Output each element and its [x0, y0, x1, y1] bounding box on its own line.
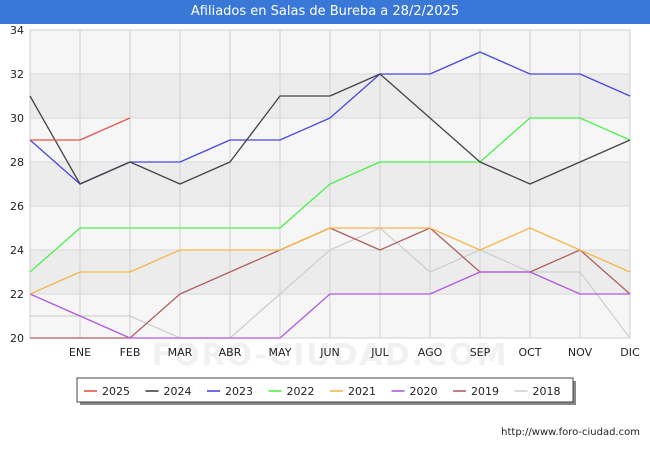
y-tick-label: 32 [10, 68, 24, 81]
legend-label-2021: 2021 [348, 385, 376, 398]
legend-label-2019: 2019 [471, 385, 499, 398]
x-tick-label: MAR [168, 346, 193, 359]
legend-label-2020: 2020 [410, 385, 438, 398]
legend-label-2022: 2022 [287, 385, 315, 398]
x-tick-label: JUL [370, 346, 389, 359]
series-group [29, 51, 631, 339]
x-tick-label: MAY [269, 346, 292, 359]
y-tick-label: 24 [10, 244, 24, 257]
source-link[interactable]: http://www.foro-ciudad.com [501, 427, 640, 438]
series-line-2025 [30, 117, 131, 141]
x-tick-label: NOV [568, 346, 593, 359]
series-line-2021 [29, 227, 631, 295]
plot-frame [29, 29, 631, 339]
x-tick-label: JUN [319, 346, 340, 359]
series-line-2022 [29, 117, 631, 273]
y-tick-label: 22 [10, 288, 24, 301]
x-tick-label: AGO [418, 346, 443, 359]
watermark: FORO-CIUDAD.COM [152, 338, 509, 373]
x-tick-label: OCT [518, 346, 541, 359]
legend-label-2018: 2018 [533, 385, 561, 398]
x-tick-label: DIC [620, 346, 640, 359]
legend: 2025 2024 2023 2022 2021 2020 2019 2018 [76, 377, 576, 405]
legend-label-2023: 2023 [225, 385, 253, 398]
legend-box [76, 377, 574, 403]
y-tick-label: 26 [10, 200, 24, 213]
y-tick-label: 30 [10, 112, 24, 125]
y-tick-label: 28 [10, 156, 24, 169]
x-axis-ticks: ENE FEB MAR ABR MAY JUN JUL AGO SEP OCT NOV DIC [69, 346, 640, 359]
series-line-2024 [29, 73, 631, 185]
y-axis-ticks: 20 22 24 26 28 30 32 34 [10, 24, 24, 345]
x-tick-label: ENE [69, 346, 91, 359]
legend-label-2025: 2025 [102, 385, 130, 398]
x-tick-label: FEB [120, 346, 141, 359]
y-tick-label: 34 [10, 24, 24, 37]
legend-label-2024: 2024 [164, 385, 192, 398]
x-tick-label: ABR [219, 346, 242, 359]
x-tick-label: SEP [470, 346, 491, 359]
chart-title: Afiliados en Salas de Bureba a 28/2/2025 [0, 0, 650, 24]
series-line-2020 [29, 271, 630, 339]
y-tick-label: 20 [10, 332, 24, 345]
